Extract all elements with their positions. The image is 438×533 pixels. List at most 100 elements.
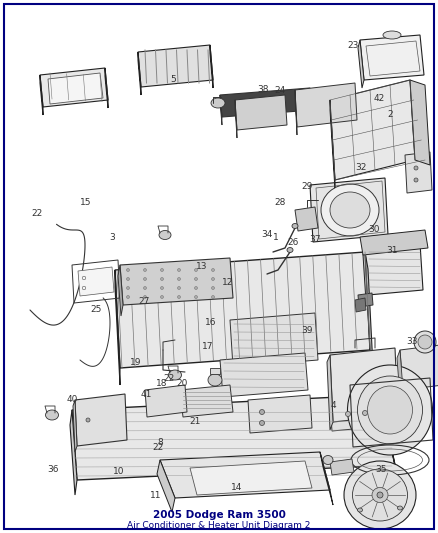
Polygon shape xyxy=(73,400,77,452)
Text: 22: 22 xyxy=(163,374,174,383)
Ellipse shape xyxy=(177,295,180,298)
Ellipse shape xyxy=(383,31,401,39)
Polygon shape xyxy=(138,45,213,87)
Text: Air Conditioner & Heater Unit Diagram 2: Air Conditioner & Heater Unit Diagram 2 xyxy=(127,521,311,529)
Ellipse shape xyxy=(287,247,293,253)
Ellipse shape xyxy=(86,418,90,422)
Polygon shape xyxy=(405,152,432,193)
Text: 5: 5 xyxy=(170,76,176,84)
Polygon shape xyxy=(40,75,43,115)
Text: 33: 33 xyxy=(406,337,417,345)
Text: 32: 32 xyxy=(356,164,367,172)
Text: 15: 15 xyxy=(80,198,91,207)
Text: 2: 2 xyxy=(387,110,392,119)
Text: 38: 38 xyxy=(257,85,268,94)
Text: 12: 12 xyxy=(222,278,233,287)
Ellipse shape xyxy=(194,295,198,298)
Polygon shape xyxy=(145,385,187,417)
Ellipse shape xyxy=(194,278,198,280)
Text: 34: 34 xyxy=(261,230,273,239)
Ellipse shape xyxy=(212,278,215,280)
Polygon shape xyxy=(358,40,364,88)
Polygon shape xyxy=(320,452,333,505)
Ellipse shape xyxy=(347,365,432,455)
Text: 41: 41 xyxy=(141,390,152,399)
Ellipse shape xyxy=(160,278,163,280)
Polygon shape xyxy=(310,178,388,242)
Ellipse shape xyxy=(414,331,436,353)
Text: 22: 22 xyxy=(152,443,163,452)
Polygon shape xyxy=(220,95,222,125)
Ellipse shape xyxy=(177,278,180,280)
Ellipse shape xyxy=(160,269,163,271)
Text: 24: 24 xyxy=(275,86,286,95)
Text: 42: 42 xyxy=(373,94,385,103)
Polygon shape xyxy=(138,52,141,95)
Ellipse shape xyxy=(330,192,370,228)
Text: 10: 10 xyxy=(113,467,124,476)
Ellipse shape xyxy=(127,278,130,280)
Polygon shape xyxy=(330,100,335,190)
Polygon shape xyxy=(115,270,120,385)
Text: 39: 39 xyxy=(301,326,312,335)
Polygon shape xyxy=(295,90,297,135)
Ellipse shape xyxy=(208,374,222,386)
Ellipse shape xyxy=(372,488,388,503)
Polygon shape xyxy=(235,95,287,130)
Polygon shape xyxy=(400,345,438,390)
Ellipse shape xyxy=(398,506,403,510)
Text: 18: 18 xyxy=(156,379,168,388)
Ellipse shape xyxy=(127,295,130,298)
Polygon shape xyxy=(118,265,123,316)
Ellipse shape xyxy=(194,269,198,271)
Ellipse shape xyxy=(177,269,180,271)
Ellipse shape xyxy=(194,287,198,289)
Ellipse shape xyxy=(259,421,265,425)
Polygon shape xyxy=(235,100,237,138)
Text: 13: 13 xyxy=(196,262,207,271)
Ellipse shape xyxy=(357,508,363,512)
Polygon shape xyxy=(295,83,357,127)
Text: 31: 31 xyxy=(386,246,398,255)
Polygon shape xyxy=(295,207,318,231)
Polygon shape xyxy=(190,461,312,495)
Ellipse shape xyxy=(212,295,215,298)
Ellipse shape xyxy=(177,287,180,289)
Ellipse shape xyxy=(367,386,413,434)
Text: 16: 16 xyxy=(205,318,216,327)
Polygon shape xyxy=(160,452,330,498)
Polygon shape xyxy=(72,395,395,480)
Polygon shape xyxy=(410,80,430,165)
Text: 30: 30 xyxy=(369,225,380,233)
Polygon shape xyxy=(210,368,220,374)
Text: 23: 23 xyxy=(347,41,358,50)
Text: 35: 35 xyxy=(375,465,387,473)
Polygon shape xyxy=(248,395,312,433)
Text: 36: 36 xyxy=(47,465,58,473)
Polygon shape xyxy=(48,73,103,104)
Polygon shape xyxy=(358,293,373,307)
Ellipse shape xyxy=(127,287,130,289)
Polygon shape xyxy=(120,258,233,305)
Ellipse shape xyxy=(212,269,215,271)
Ellipse shape xyxy=(160,295,163,298)
Ellipse shape xyxy=(323,456,333,464)
Polygon shape xyxy=(397,350,403,398)
Polygon shape xyxy=(230,313,318,367)
Polygon shape xyxy=(75,394,127,446)
Ellipse shape xyxy=(144,278,146,280)
Text: 22: 22 xyxy=(32,209,43,217)
Ellipse shape xyxy=(46,410,59,420)
Text: 8: 8 xyxy=(157,438,163,447)
Polygon shape xyxy=(363,248,368,302)
Text: 1: 1 xyxy=(273,233,279,241)
Ellipse shape xyxy=(377,492,383,498)
Polygon shape xyxy=(220,353,308,397)
Ellipse shape xyxy=(169,370,181,380)
Ellipse shape xyxy=(344,461,416,529)
Text: 25: 25 xyxy=(91,305,102,313)
Polygon shape xyxy=(115,252,370,368)
Ellipse shape xyxy=(144,287,146,289)
Polygon shape xyxy=(220,88,312,117)
Polygon shape xyxy=(330,459,354,475)
